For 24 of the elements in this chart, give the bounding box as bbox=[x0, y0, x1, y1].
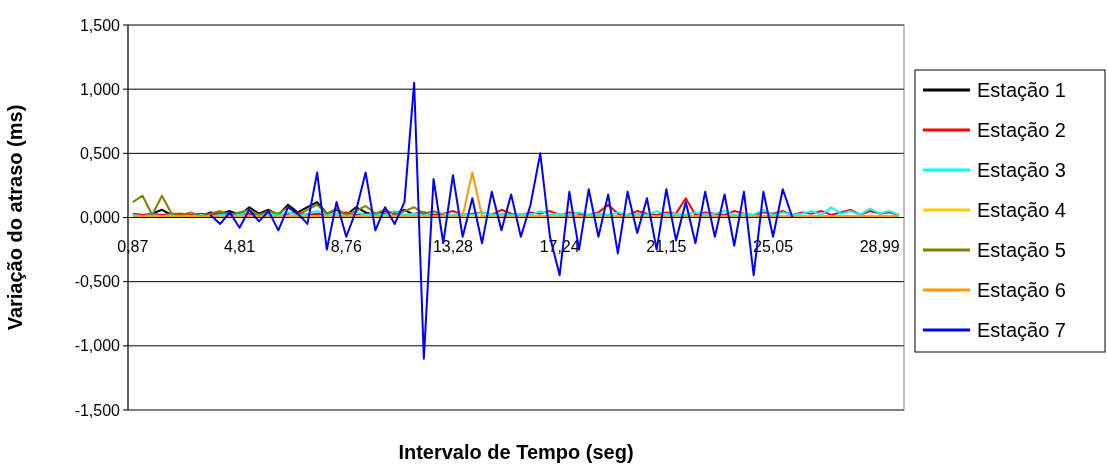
legend-label: Estação 7 bbox=[977, 319, 1066, 341]
legend-label: Estação 5 bbox=[977, 239, 1066, 261]
x-tick-label: 28,99 bbox=[859, 237, 900, 255]
x-axis-title: Intervalo de Tempo (seg) bbox=[398, 441, 634, 463]
line-series bbox=[209, 81, 794, 360]
x-tick-label: 4,81 bbox=[223, 237, 256, 255]
legend-label: Estação 2 bbox=[977, 119, 1066, 141]
y-axis-title: Variação do atraso (ms) bbox=[4, 104, 26, 331]
legend-label: Estação 6 bbox=[977, 279, 1066, 301]
y-tick-label: 0,000 bbox=[79, 209, 121, 227]
x-tick-label: 8,76 bbox=[330, 237, 362, 255]
legend-label: Estação 4 bbox=[977, 199, 1066, 221]
line-series bbox=[131, 206, 901, 218]
x-tick-label: 21,15 bbox=[646, 237, 687, 255]
x-tick-label: 13,28 bbox=[432, 237, 474, 255]
y-tick-label: 0,500 bbox=[79, 144, 121, 162]
y-tick-label: -0,500 bbox=[74, 273, 121, 291]
legend-label: Estação 3 bbox=[977, 159, 1066, 181]
y-tick-label: 1,500 bbox=[79, 16, 121, 34]
legend-label: Estação 1 bbox=[977, 79, 1066, 101]
y-tick-label: -1,000 bbox=[74, 337, 121, 355]
y-tick-label: 1,000 bbox=[79, 80, 121, 98]
y-tick-label: -1,500 bbox=[74, 401, 121, 419]
line-series bbox=[131, 194, 445, 218]
